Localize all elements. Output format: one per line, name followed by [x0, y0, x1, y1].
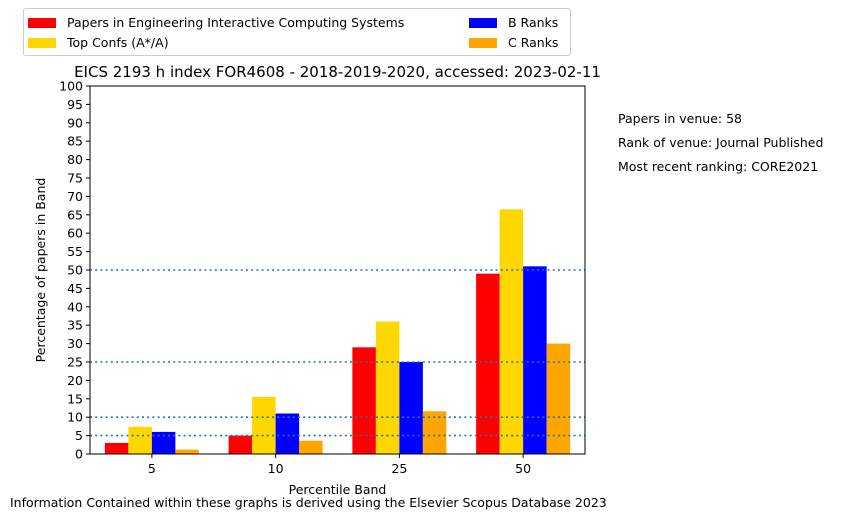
x-tick-label: 10: [268, 461, 284, 476]
y-tick-label: 0: [75, 447, 83, 462]
y-tick-label: 35: [67, 318, 83, 333]
y-tick-label: 55: [67, 244, 83, 259]
y-tick-label: 75: [67, 171, 83, 186]
x-tick-label: 50: [515, 461, 531, 476]
plot-frame: [89, 85, 586, 455]
y-tick-label: 30: [67, 336, 83, 351]
bar-b-ranks-50: [523, 266, 547, 454]
y-tick-label: 95: [67, 97, 83, 112]
bar-papers-in-engineering-interactive-computing-systems-50: [476, 273, 500, 454]
x-tick-label: 25: [391, 461, 407, 476]
bar-b-ranks-25: [399, 362, 423, 454]
legend-swatch-b-ranks: [469, 18, 497, 28]
y-tick-label: 90: [67, 115, 83, 130]
legend-label-b-ranks: B Ranks: [508, 15, 559, 30]
legend-swatch-top-confs: [28, 38, 56, 48]
chart-title: EICS 2193 h index FOR4608 - 2018-2019-20…: [74, 63, 601, 81]
legend-swatch-papers: [28, 18, 56, 28]
y-tick-label: 25: [67, 355, 83, 370]
bar-b-ranks-10: [275, 413, 300, 454]
papers-in-venue-note: Papers in venue: 58: [618, 111, 742, 126]
x-tick-label: 5: [148, 461, 156, 476]
y-tick-label: 70: [67, 189, 83, 204]
bar-papers-in-engineering-interactive-computing-systems-25: [352, 347, 376, 454]
venue-rank-note: Rank of venue: Journal Published: [618, 135, 824, 150]
y-tick-label: 15: [67, 391, 83, 406]
bar-top-confs-a-a-10: [252, 396, 276, 454]
legend-label-papers: Papers in Engineering Interactive Comput…: [67, 15, 405, 30]
y-axis-label: Percentage of papers in Band: [33, 178, 48, 363]
y-tick-label: 50: [67, 263, 83, 278]
legend-label-top-confs: Top Confs (A*/A): [67, 35, 169, 50]
y-tick-label: 100: [59, 79, 83, 94]
y-tick-label: 65: [67, 207, 83, 222]
y-tick-label: 5: [75, 428, 83, 443]
y-tick-label: 45: [67, 281, 83, 296]
bar-b-ranks-5: [151, 431, 176, 454]
legend-swatch-c-ranks: [469, 38, 497, 48]
bar-top-confs-a-a-25: [375, 321, 400, 454]
y-tick-label: 85: [67, 134, 83, 149]
y-tick-label: 10: [67, 410, 83, 425]
recent-ranking-note: Most recent ranking: CORE2021: [618, 159, 819, 174]
x-axis-label: Percentile Band: [289, 482, 387, 497]
bar-c-ranks-10: [299, 440, 323, 454]
bar-papers-in-engineering-interactive-computing-systems-5: [104, 442, 129, 454]
bar-c-ranks-50: [546, 343, 571, 454]
legend: Papers in Engineering Interactive Comput…: [23, 8, 571, 56]
bar-papers-in-engineering-interactive-computing-systems-10: [228, 435, 253, 454]
footer-note: Information Contained within these graph…: [10, 495, 607, 510]
y-tick-label: 40: [67, 299, 83, 314]
bar-top-confs-a-a-5: [128, 426, 152, 454]
bar-c-ranks-5: [175, 449, 199, 454]
legend-label-c-ranks: C Ranks: [508, 35, 559, 50]
bar-c-ranks-25: [422, 411, 447, 454]
y-tick-label: 60: [67, 226, 83, 241]
y-tick-label: 20: [67, 373, 83, 388]
y-tick-label: 80: [67, 152, 83, 167]
